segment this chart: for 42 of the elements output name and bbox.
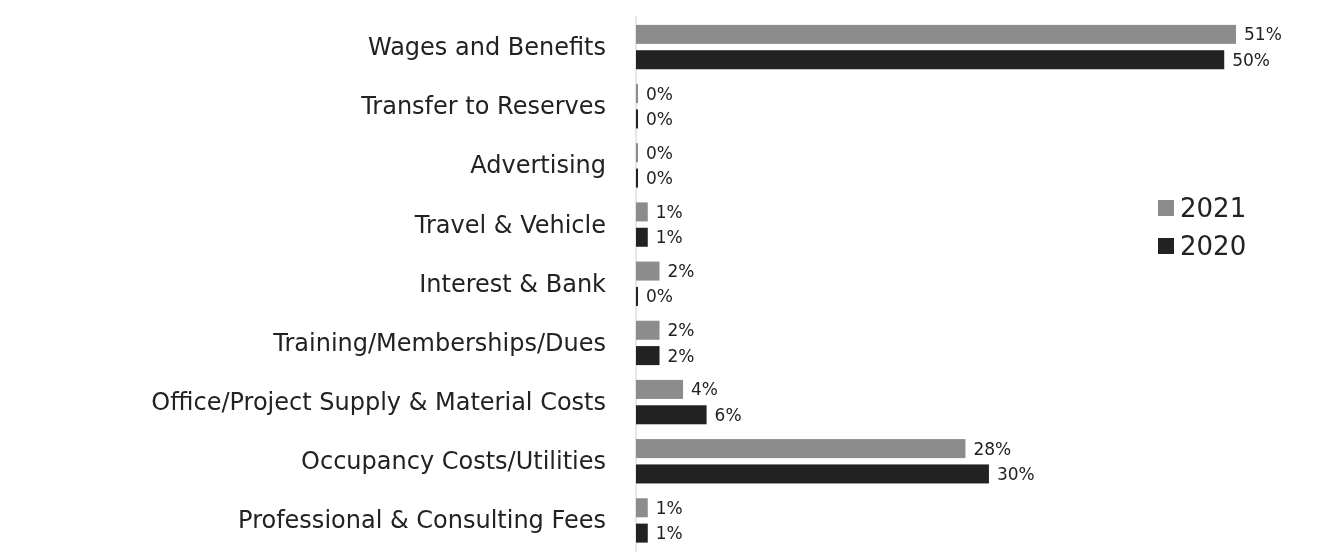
bar [636,523,648,543]
data-label: 0% [646,286,673,307]
data-label: 2% [667,320,695,341]
bar [636,202,648,222]
data-label: 30% [996,463,1035,484]
y-tick-label: Transfer to Reserves [360,92,606,121]
y-tick-label: Wages and Benefits [367,33,606,62]
data-label: 28% [973,438,1012,459]
data-label: 50% [1232,49,1271,70]
data-label: 2% [667,261,695,282]
data-label: 1% [655,523,683,544]
data-label: 51% [1244,24,1282,45]
y-tick-label: Training/Memberships/Dues [272,328,606,357]
data-label: 0% [646,142,673,163]
bar [636,50,1225,70]
data-label: 2% [667,345,695,366]
bar [636,498,648,518]
y-tick-label: Office/Project Supply & Material Costs [151,388,606,417]
data-label: 1% [655,201,683,222]
data-label: 0% [646,168,673,189]
bar [636,379,684,399]
legend-label: 2021 [1180,193,1247,223]
data-label: 4% [691,379,719,400]
bar [636,439,966,459]
bar [636,261,660,281]
data-label: 0% [646,108,673,129]
data-label: 1% [655,227,683,248]
y-tick-label: Professional & Consulting Fees [238,506,606,535]
y-tick-label: Occupancy Costs/Utilities [301,447,606,476]
bar [636,405,707,425]
bar [636,464,989,484]
y-tick-label: Interest & Bank [419,269,607,298]
bar [636,24,1236,44]
bar [636,346,660,366]
bar [636,320,660,340]
y-tick-label: Travel & Vehicle [413,210,606,239]
data-label: 0% [646,83,673,104]
data-label: 6% [714,404,742,425]
y-tick-label: Advertising [470,151,606,180]
data-label: 1% [655,497,683,518]
legend-label: 2020 [1180,231,1247,261]
bar [636,227,648,247]
